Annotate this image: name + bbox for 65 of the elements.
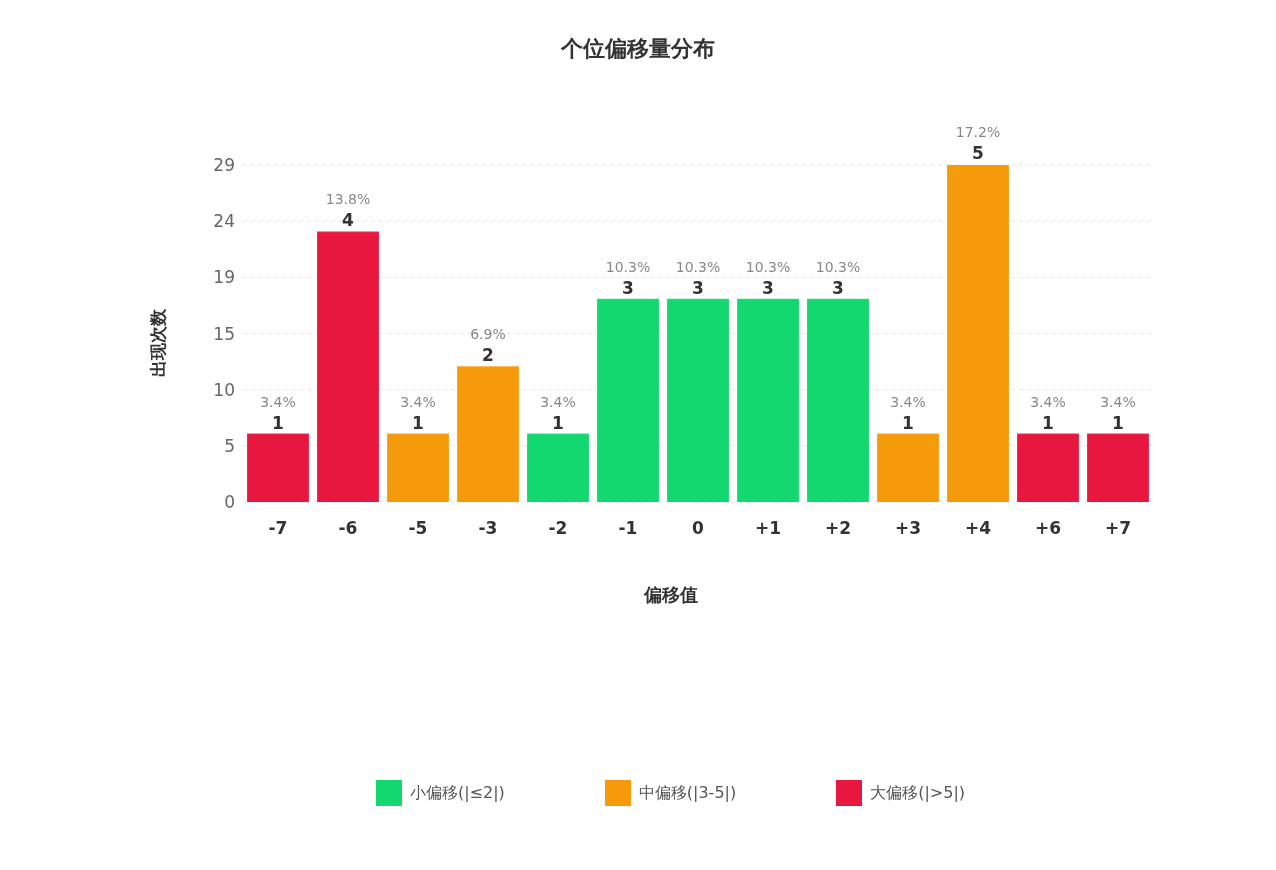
annotation: 3 [622, 277, 634, 298]
y-tick-label: 15 [213, 323, 235, 344]
annotation: 3 [832, 277, 844, 298]
bar [597, 298, 659, 502]
x-axis-title: 偏移值 [642, 583, 699, 607]
bar [737, 298, 799, 502]
annotation: 10.3% [815, 258, 861, 275]
annotation: 4 [342, 210, 355, 231]
bar [807, 298, 869, 502]
bar [317, 231, 379, 502]
bar [947, 165, 1009, 502]
x-tick-label: -2 [548, 518, 568, 539]
annotation: 6.9% [470, 326, 506, 343]
annotation: 3.4% [1030, 393, 1066, 410]
bar [1017, 433, 1079, 502]
annotation: 3.4% [1100, 393, 1136, 410]
x-tick-label: -3 [478, 518, 498, 539]
annotation: 3.4% [540, 393, 576, 410]
y-tick-label: 29 [213, 155, 235, 176]
x-tick-label: 0 [692, 518, 705, 539]
annotation: 2 [482, 345, 494, 366]
annotation: 3 [762, 277, 774, 298]
bar [457, 366, 519, 502]
annotation: 3.4% [260, 393, 296, 410]
y-tick-label: 10 [213, 379, 235, 400]
annotation: 1 [272, 412, 284, 433]
x-tick-label: +2 [824, 518, 852, 539]
annotation: 1 [1042, 412, 1054, 433]
bar [667, 298, 729, 502]
x-tick-label: -7 [268, 518, 288, 539]
bar [387, 433, 449, 502]
y-tick-label: 24 [213, 211, 235, 232]
x-tick-label: -6 [338, 518, 358, 539]
annotation: 17.2% [955, 124, 1001, 140]
annotation: 1 [902, 412, 914, 433]
y-tick-label: 0 [224, 492, 235, 513]
annotation: 3.4% [400, 393, 436, 410]
y-tick-label: 19 [213, 267, 235, 288]
annotation: 1 [1112, 412, 1124, 433]
annotation: 10.3% [675, 258, 721, 275]
x-tick-label: +7 [1104, 518, 1132, 539]
bar [527, 433, 589, 502]
annotation: 13.8% [325, 191, 371, 208]
legend-label: 中偏移(|3-5|) [638, 782, 737, 804]
chart-title: 个位偏移量分布 [559, 35, 716, 63]
x-tick-label: +1 [754, 518, 782, 539]
annotation: 3 [692, 277, 704, 298]
x-tick-label: -5 [408, 518, 428, 539]
x-tick-label: +4 [964, 518, 992, 539]
y-tick-label: 5 [224, 435, 235, 456]
legend-label: 大偏移(|>5|) [870, 782, 966, 804]
annotation: 1 [412, 412, 424, 433]
x-tick-label: +6 [1034, 518, 1062, 539]
x-tick-label: +3 [894, 518, 922, 539]
y-axis-title: 出现次数 [146, 309, 169, 377]
legend-label: 小偏移(|≤2|) [409, 782, 505, 804]
annotation: 3.4% [890, 393, 926, 410]
bar [247, 433, 309, 502]
annotation: 1 [552, 412, 564, 433]
annotation: 5 [972, 143, 984, 163]
bar [877, 433, 939, 502]
bar [1087, 433, 1149, 502]
annotation: 10.3% [605, 258, 651, 275]
annotation: 10.3% [745, 258, 791, 275]
x-tick-label: -1 [618, 518, 638, 539]
